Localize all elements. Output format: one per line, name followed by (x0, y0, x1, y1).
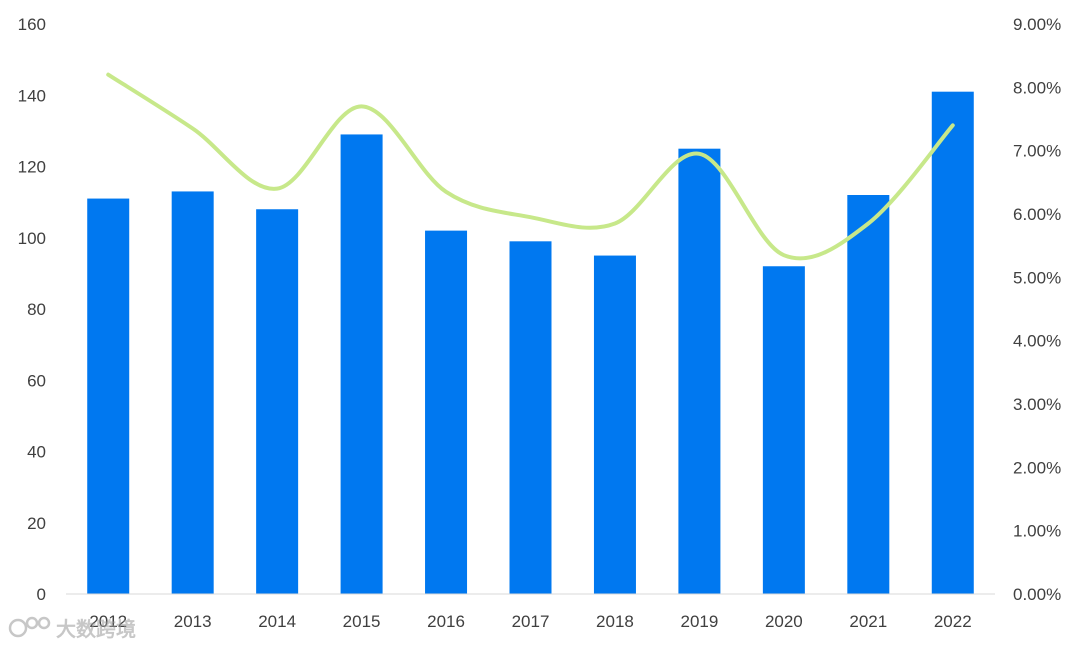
bar-2022 (931, 91, 974, 594)
x-tick-label: 2012 (89, 612, 127, 631)
bar-2020 (762, 266, 805, 594)
y-left-tick-label: 80 (27, 300, 46, 319)
y-left-tick-label: 20 (27, 514, 46, 533)
y-left-tick-label: 0 (37, 585, 46, 604)
y-left-tick-label: 40 (27, 443, 46, 462)
bar-2018 (593, 255, 636, 594)
bar-2013 (171, 191, 214, 594)
bar-2017 (509, 241, 552, 594)
x-tick-label: 2013 (174, 612, 212, 631)
x-tick-label: 2015 (343, 612, 381, 631)
y-right-tick-label: 4.00% (1013, 332, 1061, 351)
x-tick-label: 2021 (849, 612, 887, 631)
bar-2021 (847, 195, 890, 594)
watermark-logo-icon (8, 616, 51, 638)
bar-2014 (256, 209, 299, 594)
y-right-tick-label: 2.00% (1013, 458, 1061, 477)
bar-2019 (678, 148, 721, 594)
y-left-tick-label: 100 (18, 229, 46, 248)
y-right-tick-label: 0.00% (1013, 585, 1061, 604)
y-right-tick-label: 8.00% (1013, 78, 1061, 97)
bar-series (87, 91, 974, 594)
bar-2012 (87, 198, 130, 594)
bar-2016 (425, 230, 468, 594)
bar-2015 (340, 134, 383, 594)
watermark-text: 大数跨境 (56, 616, 136, 641)
watermark: 大数跨境 (8, 612, 136, 642)
y-right-tick-label: 3.00% (1013, 395, 1061, 414)
x-tick-label: 2020 (765, 612, 803, 631)
y-right-tick-label: 1.00% (1013, 522, 1061, 541)
y-left-tick-label: 160 (18, 15, 46, 34)
y-left-tick-labels: 0 20 40 60 80 100 120 140 160 (18, 15, 46, 604)
y-right-tick-label: 7.00% (1013, 142, 1061, 161)
x-tick-label: 2014 (258, 612, 296, 631)
y-left-tick-label: 60 (27, 371, 46, 390)
y-left-tick-label: 140 (18, 86, 46, 105)
x-tick-labels: 2012 2013 2014 2015 2016 2017 2018 2019 2020 2021… (89, 612, 971, 631)
line-series (106, 72, 955, 261)
x-tick-label: 2018 (596, 612, 634, 631)
x-tick-label: 2017 (512, 612, 550, 631)
x-tick-label: 2019 (680, 612, 718, 631)
y-right-tick-label: 5.00% (1013, 268, 1061, 287)
x-tick-label: 2016 (427, 612, 465, 631)
y-left-tick-label: 120 (18, 158, 46, 177)
y-right-tick-label: 9.00% (1013, 15, 1061, 34)
x-tick-label: 2022 (934, 612, 972, 631)
y-right-tick-labels: 0.00% 1.00% 2.00% 3.00% 4.00% 5.00% 6.00% 7.00%… (1013, 15, 1061, 604)
y-right-tick-label: 6.00% (1013, 205, 1061, 224)
